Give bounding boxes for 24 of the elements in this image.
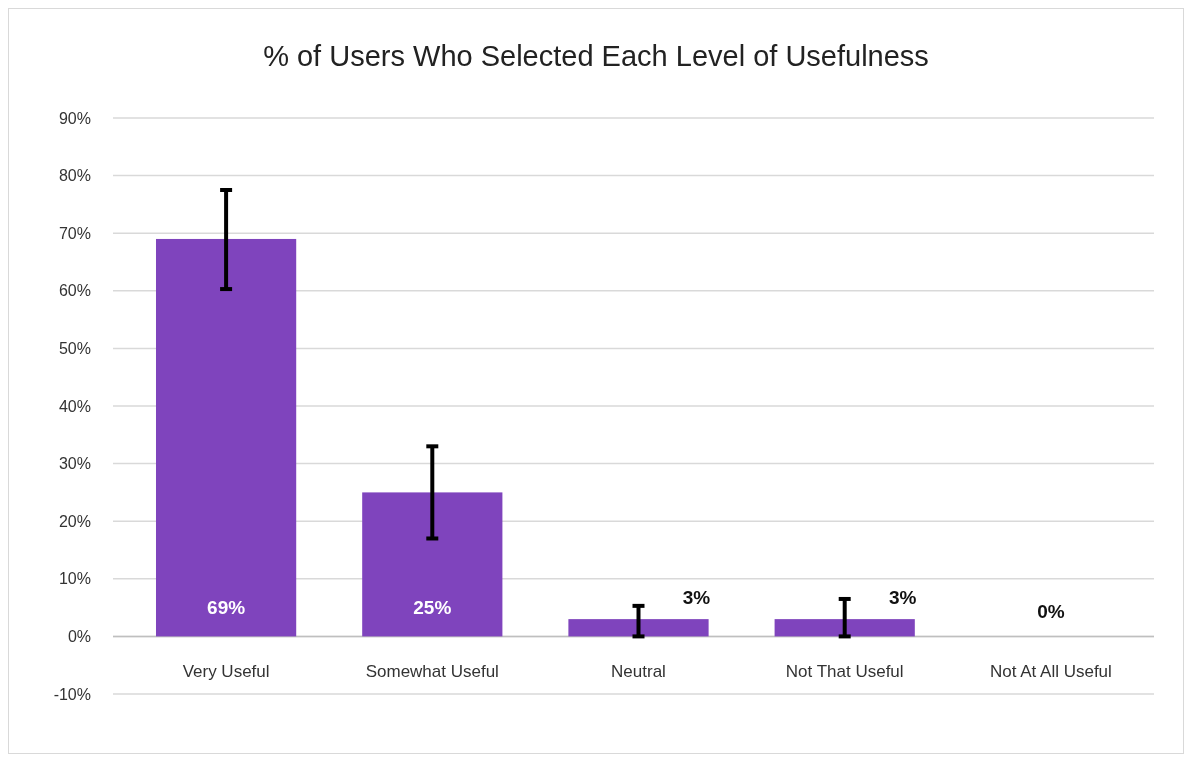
y-tick-label: 60% — [58, 282, 91, 300]
y-tick-label: 10% — [58, 570, 91, 588]
y-tick-label: 40% — [58, 397, 91, 415]
x-tick-label: Somewhat Useful — [365, 662, 499, 682]
x-tick-label: Neutral — [611, 662, 666, 682]
data-label: 25% — [413, 597, 452, 619]
y-tick-label: 90% — [58, 109, 91, 127]
x-tick-label: Not At All Useful — [989, 662, 1112, 682]
bar — [155, 238, 297, 637]
y-tick-label: 80% — [58, 167, 91, 185]
data-label: 3% — [682, 587, 711, 609]
data-label: 3% — [888, 587, 917, 609]
data-label: 0% — [1037, 601, 1065, 623]
y-tick-label: -10% — [53, 685, 91, 703]
y-tick-label: 30% — [58, 455, 91, 473]
y-tick-label: 50% — [58, 340, 91, 357]
x-tick-label: Very Useful — [182, 662, 270, 682]
y-tick-label: 20% — [58, 512, 91, 530]
data-label: 69% — [207, 597, 246, 619]
y-tick-label: 0% — [67, 628, 91, 645]
x-tick-label: Not That Useful — [785, 662, 904, 682]
y-tick-label: 70% — [58, 224, 91, 242]
chart-title: % of Users Who Selected Each Level of Usefulness — [263, 40, 929, 72]
bar — [362, 492, 503, 637]
